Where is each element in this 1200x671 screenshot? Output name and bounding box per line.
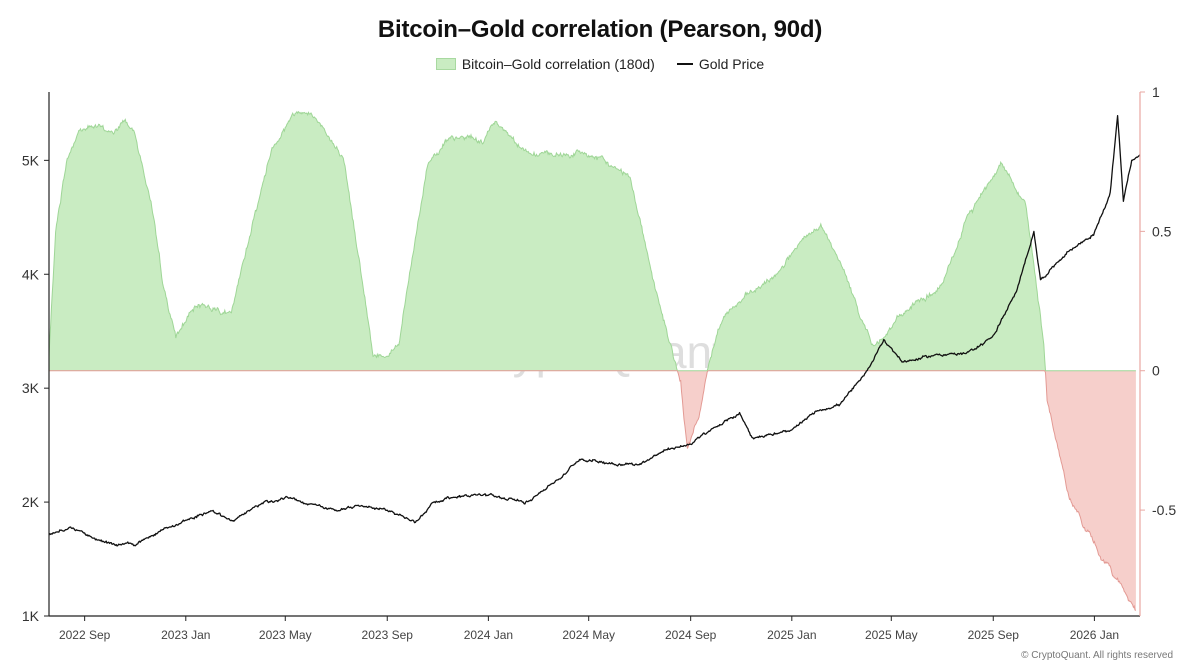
chart-legend: Bitcoin–Gold correlation (180d) Gold Pri…: [0, 56, 1200, 72]
chart-title: Bitcoin–Gold correlation (Pearson, 90d): [377, 16, 823, 43]
correlation-positive-edge: [48, 110, 1136, 372]
legend-label-gold-price: Gold Price: [698, 56, 765, 72]
correlation-positive-area: [49, 111, 1136, 371]
legend-swatch-line: [676, 63, 693, 65]
legend-item-correlation[interactable]: Bitcoin–Gold correlation (180d): [435, 56, 655, 72]
legend-swatch-area: [435, 58, 456, 70]
y-right-tick-label: 0.5: [1152, 223, 1172, 239]
y-left-tick-label: 3K: [22, 380, 40, 396]
y-right-tick-label: 0: [1152, 363, 1160, 379]
legend-item-gold-price[interactable]: Gold Price: [676, 56, 765, 72]
x-tick-label: 2023 May: [259, 628, 312, 642]
legend-label-correlation: Bitcoin–Gold correlation (180d): [461, 56, 655, 72]
copyright-note: © CryptoQuant. All rights reserved: [1021, 650, 1173, 661]
x-tick-label: 2024 Sep: [665, 628, 717, 642]
y-left-tick-label: 2K: [22, 494, 40, 510]
x-tick-label: 2023 Jan: [161, 628, 210, 642]
x-tick-label: 2024 May: [562, 628, 615, 642]
y-left-tick-label: 1K: [22, 608, 40, 624]
y-left-tick-label: 4K: [22, 266, 40, 282]
x-tick-label: 2025 May: [865, 628, 918, 642]
correlation-negative-edge: [49, 370, 1137, 611]
gold-price-line[interactable]: [48, 115, 1141, 547]
x-tick-label: 2026 Jan: [1070, 628, 1119, 642]
y-right-tick-label: -0.5: [1152, 502, 1176, 518]
y-right-tick-label: 1: [1152, 84, 1160, 100]
x-tick-label: 2025 Jan: [767, 628, 816, 642]
x-tick-label: 2023 Sep: [362, 628, 414, 642]
x-tick-label: 2025 Sep: [968, 628, 1020, 642]
y-left-tick-label: 5K: [22, 152, 40, 168]
x-tick-label: 2024 Jan: [464, 628, 513, 642]
correlation-negative-area: [49, 370, 1136, 611]
x-tick-label: 2022 Sep: [59, 628, 111, 642]
